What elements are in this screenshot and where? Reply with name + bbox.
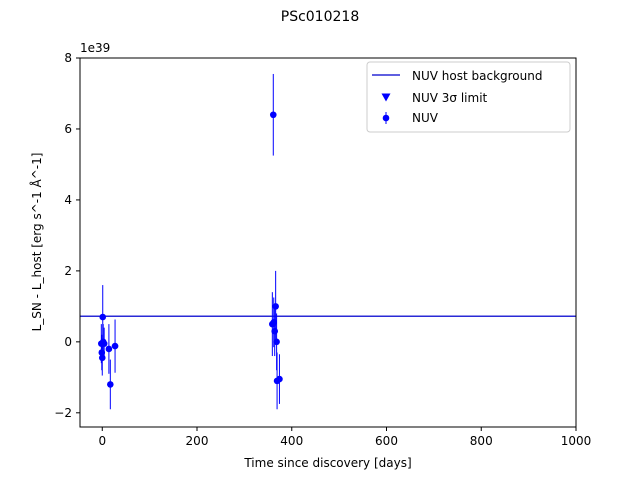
nuv-point xyxy=(105,345,113,353)
nuv-point xyxy=(270,319,278,326)
x-tick-label: 800 xyxy=(470,434,493,448)
chart-title: PSc010218 xyxy=(281,9,359,25)
nuv-point xyxy=(100,340,108,347)
y-tick-label: 8 xyxy=(64,51,72,65)
x-axis-label: Time since discovery [days] xyxy=(243,456,411,470)
nuv-point xyxy=(98,349,106,356)
nuv-point xyxy=(98,354,106,362)
y-tick-label: 6 xyxy=(64,122,72,136)
legend-limit-label: NUV 3σ limit xyxy=(412,91,488,105)
y-tick-label: 0 xyxy=(64,335,72,349)
y-tick-label: 4 xyxy=(64,193,72,207)
x-tick-label: 1000 xyxy=(561,434,592,448)
legend-limit-marker xyxy=(381,93,391,102)
nuv-point xyxy=(99,313,107,321)
legend-background-label: NUV host background xyxy=(412,69,542,83)
x-tick-label: 200 xyxy=(186,434,209,448)
legend-nuv-label: NUV xyxy=(412,111,439,125)
nuv-point xyxy=(273,338,280,346)
plot-area: 0 200 400 600 800 1000 −2 0 2 4 6 8 xyxy=(54,51,591,448)
legend: NUV host background NUV 3σ limit NUV xyxy=(366,61,571,133)
y-tick-label: −2 xyxy=(54,406,72,420)
x-tick-label: 0 xyxy=(98,434,106,448)
nuv-point xyxy=(269,111,277,119)
nuv-point xyxy=(271,327,279,335)
y-offset-label: 1e39 xyxy=(80,41,110,55)
plot-frame xyxy=(79,57,577,428)
y-axis-label: L_SN - L_host [erg s^-1 Å^-1] xyxy=(29,153,44,332)
y-tick-label: 2 xyxy=(64,264,72,278)
nuv-point xyxy=(272,303,279,310)
x-tick-label: 400 xyxy=(280,434,303,448)
x-tick-label: 600 xyxy=(375,434,398,448)
nuv-point xyxy=(276,375,283,383)
legend-frame xyxy=(366,61,571,133)
nuv-point xyxy=(111,342,119,350)
legend-nuv-marker xyxy=(382,114,390,122)
nuv-point xyxy=(107,381,114,388)
